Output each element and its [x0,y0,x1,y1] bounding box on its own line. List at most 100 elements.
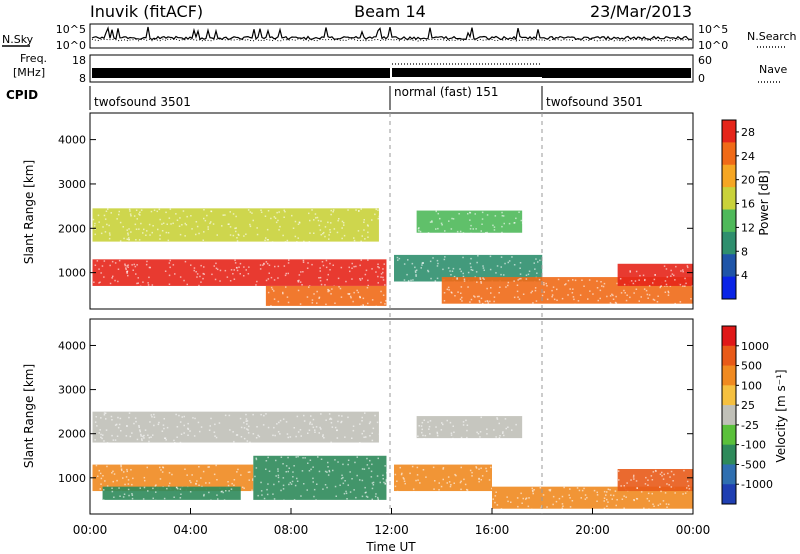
heatmap-speckle [334,302,336,304]
heatmap-speckle [221,225,223,227]
heatmap-speckle [138,426,140,428]
heatmap-speckle [546,506,548,508]
heatmap-speckle [184,468,186,470]
heatmap-speckle [209,222,211,225]
heatmap-speckle [169,259,171,262]
heatmap-speckle [248,425,250,428]
heatmap-speckle [429,260,432,263]
heatmap-speckle [243,437,246,440]
heatmap-speckle [103,440,105,442]
heatmap-speckle [477,432,480,435]
heatmap-speckle [298,274,301,276]
heatmap-speckle [384,303,386,305]
heatmap-speckle [112,439,115,441]
heatmap-speckle [316,483,318,485]
heatmap-speckle [403,279,406,281]
heatmap-speckle [334,459,336,461]
heatmap-speckle [226,276,229,278]
heatmap-speckle [625,299,628,302]
heatmap-speckle [186,283,188,286]
heatmap-speckle [498,422,500,425]
heatmap-speckle [315,426,318,428]
heatmap-speckle [366,224,369,226]
heatmap-speckle [181,224,183,226]
heatmap-speckle [224,214,226,216]
heatmap-speckle [163,418,165,420]
heatmap-speckle [118,423,121,426]
heatmap-speckle [316,216,319,219]
heatmap-speckle [569,488,571,490]
heatmap-speckle [383,263,385,265]
heatmap-speckle [256,426,258,428]
colorbar-segment [722,385,736,406]
heatmap-speckle [264,215,267,217]
heatmap-speckle [448,289,450,291]
heatmap-speckle [328,234,330,236]
heatmap-speckle [427,270,430,273]
heatmap-speckle [516,497,519,499]
heatmap-speckle [241,486,244,489]
heatmap-speckle [332,211,334,213]
heatmap-speckle [480,230,482,232]
heatmap-speckle [480,281,482,283]
heatmap-speckle [343,234,346,237]
heatmap-speckle [320,458,323,460]
heatmap-speckle [196,480,198,482]
heatmap-speckle [126,425,128,427]
heatmap-speckle [450,434,453,436]
heatmap-speckle [367,279,369,282]
heatmap-speckle [289,436,292,438]
heatmap-speckle [429,433,431,435]
heatmap-speckle [127,232,129,234]
heatmap-speckle [351,478,353,480]
heatmap-speckle [282,418,285,420]
heatmap-speckle [469,262,472,265]
heatmap-speckle [149,421,151,423]
heatmap-speckle [134,265,137,268]
heatmap-speckle [567,279,570,282]
heatmap-speckle [214,278,217,281]
x-axis-label: Time UT [365,540,416,554]
heatmap-speckle [478,300,481,302]
heatmap-speckle [488,479,491,481]
heatmap-speckle [320,220,322,222]
heatmap-speckle [283,499,285,501]
heatmap-speckle [133,263,135,266]
heatmap-speckle [458,213,460,215]
heatmap-speckle [442,468,444,470]
heatmap-speckle [459,298,462,300]
heatmap-speckle [297,237,299,239]
heatmap-speckle [630,280,633,282]
heatmap-speckle [516,284,519,286]
heatmap-speckle [256,280,258,283]
heatmap-speckle [183,279,185,282]
heatmap-speckle [113,496,115,498]
heatmap-speckle [322,434,324,436]
heatmap-speckle [329,269,331,271]
heatmap-speckle [485,467,487,470]
heatmap-speckle [277,265,280,268]
heatmap-speckle [99,429,101,431]
heatmap-speckle [143,486,146,489]
heatmap-speckle [481,475,484,477]
heatmap-speckle [632,282,635,285]
heatmap-speckle [552,286,555,288]
heatmap-speckle [292,227,295,229]
heatmap-speckle [247,209,250,211]
heatmap-speckle [359,279,362,281]
heatmap-speckle [431,221,433,223]
heatmap-speckle [309,459,312,461]
heatmap-speckle [119,417,122,420]
heatmap-speckle [453,482,455,484]
heatmap-region-1-1 [92,464,254,492]
heatmap-speckle [102,434,104,436]
heatmap-speckle [195,271,197,273]
heatmap-speckle [169,482,171,485]
heatmap-speckle [416,474,419,476]
heatmap-speckle [127,234,129,236]
heatmap-speckle [203,217,205,220]
heatmap-speckle [267,239,269,241]
heatmap-speckle [574,303,576,306]
heatmap-speckle [429,420,432,422]
